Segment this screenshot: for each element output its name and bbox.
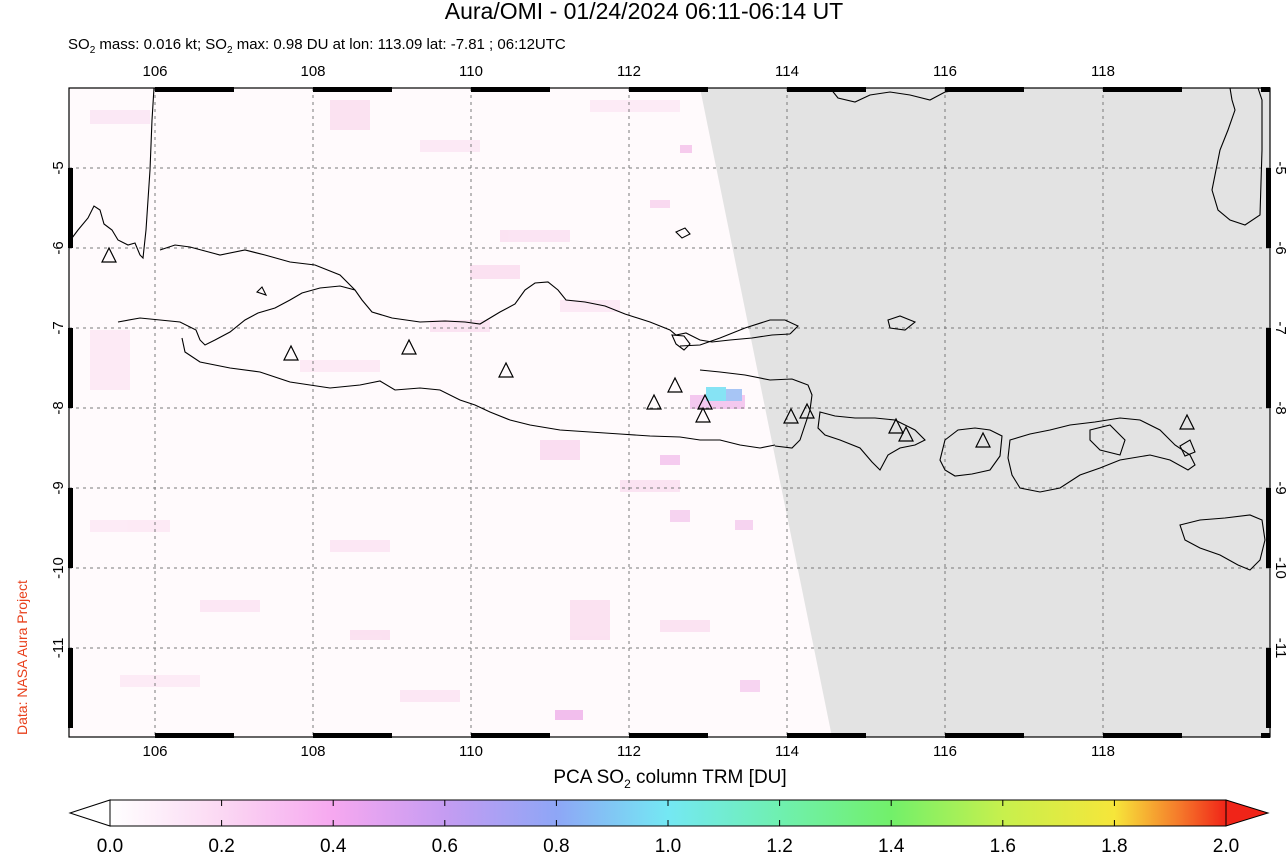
lon-tick-label-bottom: 108 — [300, 743, 325, 760]
volcano-icon — [1179, 413, 1195, 430]
lon-tick-label-top: 114 — [775, 63, 799, 80]
border-bar-top — [313, 87, 392, 92]
colorbar-tick-label: 1.2 — [766, 836, 793, 857]
colorbar-tick-label: 0.8 — [543, 836, 570, 857]
border-bar-bottom — [471, 733, 550, 738]
border-bar-top — [787, 87, 866, 92]
lat-labels-right: -5 -6 -7 -8 -9 -10 -11 — [1272, 161, 1288, 658]
volcano-icon — [401, 338, 417, 355]
border-bar-top — [945, 87, 1024, 92]
volcano-icon — [697, 393, 713, 410]
border-bar-top — [629, 87, 708, 92]
lat-tick-label-left: -6 — [50, 241, 67, 254]
colorbar-tick-label: 1.8 — [1101, 836, 1128, 857]
border-bar-top — [155, 87, 234, 92]
lat-tick-label-left: -11 — [50, 638, 67, 659]
volcano-icon — [888, 417, 904, 434]
lat-tick-label-right: -6 — [1272, 241, 1288, 254]
border-bar-bottom — [629, 733, 708, 738]
colorbar-over-arrow — [1225, 799, 1270, 827]
volcano-icon — [283, 344, 299, 361]
map-subtitle: SO2 mass: 0.016 kt; SO2 max: 0.98 DU at … — [68, 36, 566, 56]
lat-tick-label-right: -11 — [1272, 638, 1288, 659]
colorbar-tick-label: 2.0 — [1212, 836, 1240, 857]
lat-tick-label-right: -8 — [1272, 401, 1288, 414]
graticule — [69, 88, 1270, 737]
lon-labels-bottom: 106 108 110 112 114 116 118 — [142, 743, 1114, 760]
border-bar-left — [68, 328, 73, 408]
lon-tick-label-top: 108 — [300, 63, 325, 80]
volcano-icon — [975, 431, 991, 448]
border-bar-right — [1266, 488, 1271, 568]
lon-tick-label-bottom: 114 — [775, 743, 799, 760]
lon-tick-label-bottom: 116 — [933, 743, 957, 760]
border-bar-bottom — [1103, 733, 1182, 738]
so2-max-pixel — [706, 387, 726, 401]
lat-tick-label-left: -7 — [50, 321, 67, 334]
colorbar-tick-label: 0.2 — [208, 836, 235, 857]
border-bar-left — [68, 168, 73, 248]
colorbar — [68, 799, 1270, 827]
lat-labels-left: -5 -6 -7 -8 -9 -10 -11 — [50, 161, 67, 658]
volcano-icon — [898, 425, 914, 442]
map-border-bars — [68, 87, 1271, 738]
lat-tick-label-right: -9 — [1272, 481, 1288, 494]
lon-tick-label-bottom: 118 — [1091, 743, 1115, 760]
border-bar-right — [1266, 328, 1271, 408]
border-bar-right — [1266, 648, 1271, 728]
border-bar-bottom — [313, 733, 392, 738]
lon-tick-label-top: 106 — [142, 63, 167, 80]
volcano-icon — [101, 246, 117, 263]
colorbar-tick-label: 0.6 — [431, 836, 459, 857]
border-bar-bottom — [787, 733, 866, 738]
so2-retrieval-pixels — [90, 100, 760, 720]
border-bar-top — [1103, 87, 1182, 92]
lat-tick-label-right: -7 — [1272, 321, 1288, 334]
lon-tick-label-bottom: 112 — [617, 743, 641, 760]
border-bar-left — [68, 488, 73, 568]
border-bar-top — [1261, 87, 1270, 92]
no-data-region — [700, 88, 1270, 737]
border-bar-left — [68, 648, 73, 728]
colorbar-tick-label: 0.4 — [319, 836, 347, 857]
lat-tick-label-right: -10 — [1272, 557, 1288, 579]
colorbar-tick-label: 1.0 — [654, 836, 682, 857]
volcano-icon — [783, 407, 799, 424]
lon-tick-label-bottom: 110 — [459, 743, 483, 760]
lat-tick-label-left: -8 — [50, 401, 67, 414]
volcano-icon — [646, 393, 662, 410]
lon-labels-top: 106 108 110 112 114 116 118 — [142, 63, 1114, 80]
volcano-icon — [695, 406, 711, 423]
colorbar-title: PCA SO2 column TRM [DU] — [553, 767, 787, 791]
border-bar-bottom — [155, 733, 234, 738]
lon-tick-label-top: 118 — [1091, 63, 1115, 80]
colorbar-under-arrow — [68, 799, 111, 827]
lat-tick-label-left: -5 — [50, 161, 67, 174]
lat-tick-label-right: -5 — [1272, 161, 1288, 174]
volcano-icon — [799, 402, 815, 419]
colorbar-tick-label: 0.0 — [96, 836, 124, 857]
border-bar-bottom — [1261, 733, 1270, 738]
volcano-markers — [101, 246, 1195, 448]
lon-tick-label-top: 112 — [617, 63, 641, 80]
lat-tick-label-left: -10 — [50, 557, 67, 579]
border-bar-bottom — [945, 733, 1024, 738]
map-title: Aura/OMI - 01/24/2024 06:11-06:14 UT — [444, 0, 844, 24]
lon-tick-label-bottom: 106 — [142, 743, 167, 760]
lon-tick-label-top: 110 — [459, 63, 483, 80]
border-bar-top — [471, 87, 550, 92]
border-bar-right — [1266, 168, 1271, 248]
volcano-icon — [667, 376, 683, 393]
colorbar-tick-label: 1.6 — [989, 836, 1017, 857]
coastlines — [68, 87, 1266, 571]
volcano-icon — [498, 361, 514, 378]
lon-tick-label-top: 116 — [933, 63, 957, 80]
colorbar-tick-label: 1.4 — [877, 836, 905, 857]
lat-tick-label-left: -9 — [50, 481, 67, 494]
